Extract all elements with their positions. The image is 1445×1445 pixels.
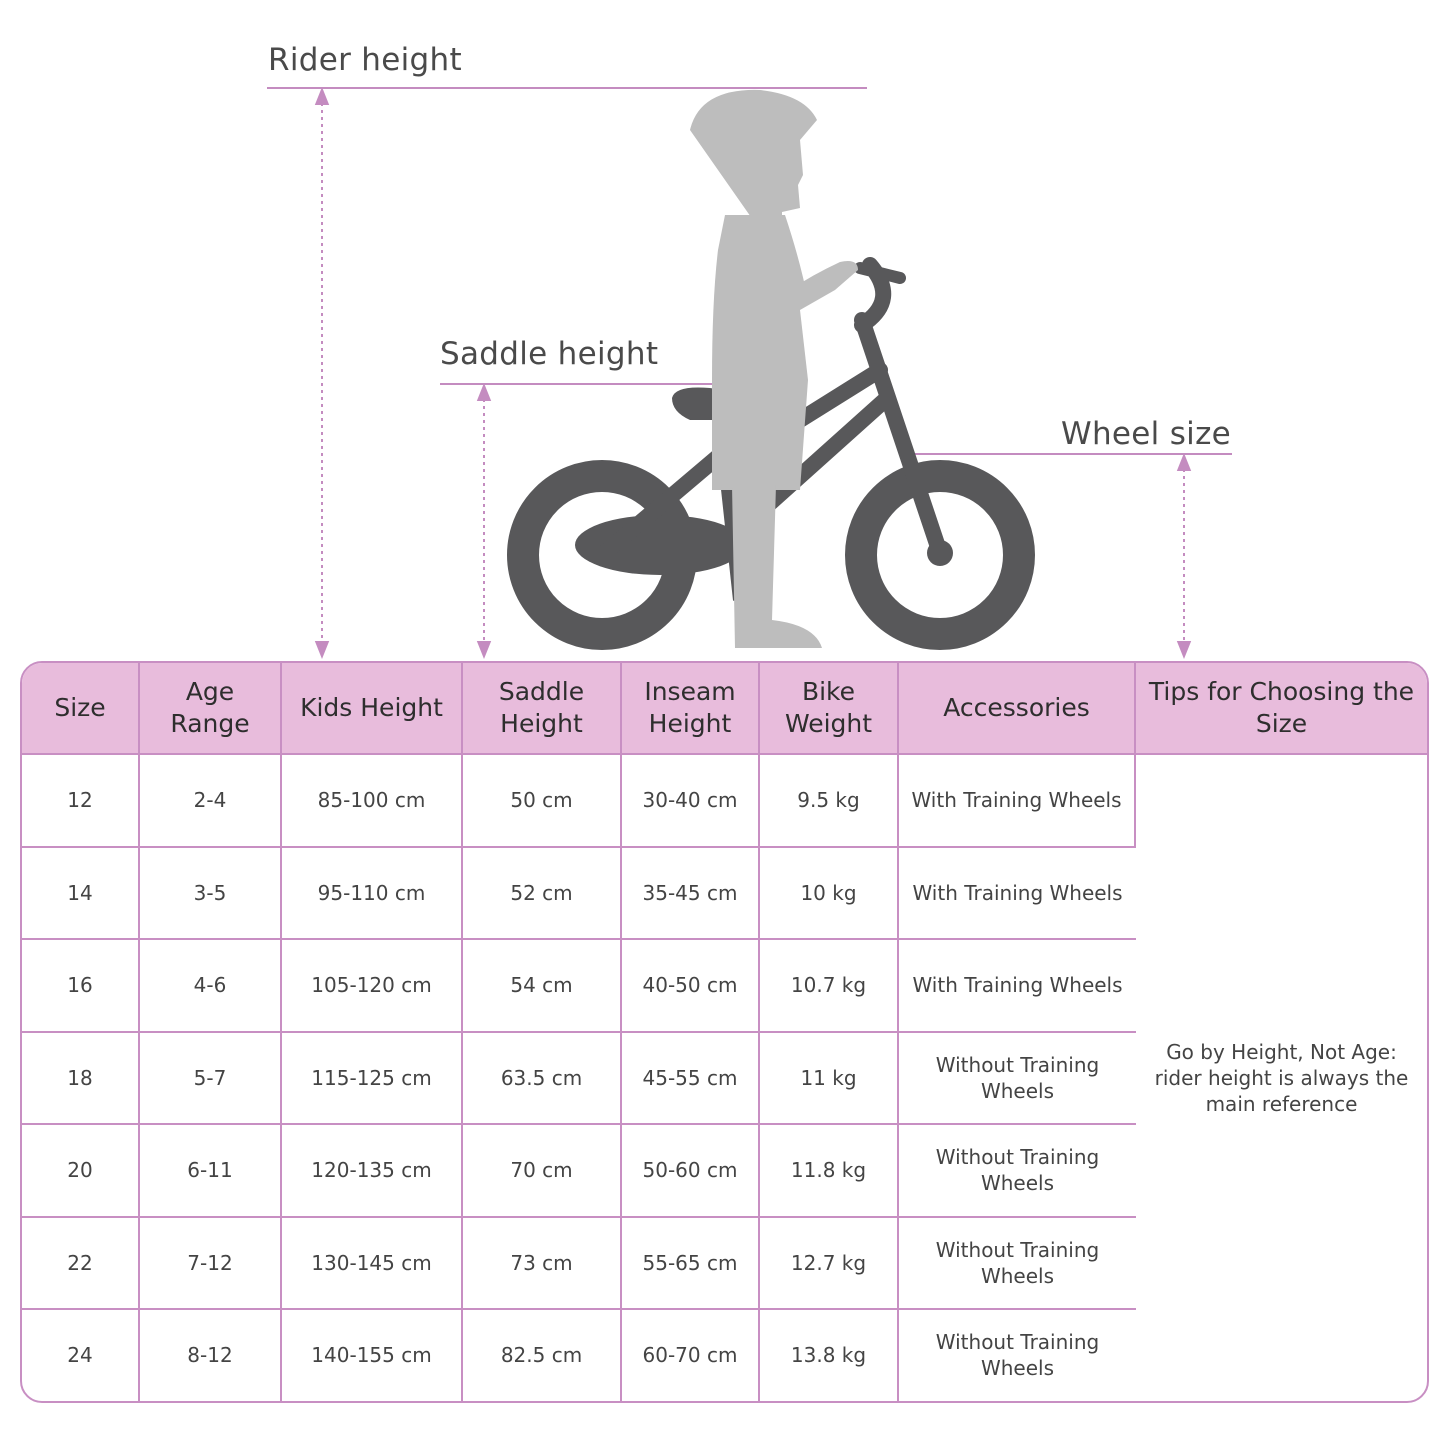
cell-kids-height: 130-145 cm xyxy=(282,1217,463,1310)
cell-size: 16 xyxy=(22,940,140,1033)
table-row: 14 3-5 95-110 cm 52 cm 35-45 cm 10 kg With Tra… xyxy=(22,847,1427,940)
cell-age-range: 5-7 xyxy=(140,1032,282,1125)
cell-bike-weight: 13.8 kg xyxy=(760,1310,899,1401)
cell-age-range: 4-6 xyxy=(140,940,282,1033)
header-kids-height: Kids Height xyxy=(282,663,463,755)
cell-kids-height: 95-110 cm xyxy=(282,847,463,940)
header-saddle-height: Saddle Height xyxy=(463,663,622,755)
cell-bike-weight: 9.5 kg xyxy=(760,755,899,848)
header-tips: Tips for Choosing the Size xyxy=(1136,663,1427,755)
saddle-height-label: Saddle height xyxy=(440,336,659,372)
table-row: 22 7-12 130-145 cm 73 cm 55-65 cm 12.7 kg With… xyxy=(22,1217,1427,1310)
table-row: 18 5-7 115-125 cm 63.5 cm 45-55 cm 11 kg Witho… xyxy=(22,1032,1427,1125)
cell-accessories: Without Training Wheels xyxy=(935,1330,1100,1381)
saddle-height-guide xyxy=(440,383,715,659)
cell-inseam-height: 50-60 cm xyxy=(622,1125,760,1218)
bike-size-illustration xyxy=(267,87,1232,659)
header-age-range: Age Range xyxy=(140,663,282,755)
cell-age-range: 6-11 xyxy=(140,1125,282,1218)
cell-size: 24 xyxy=(22,1310,140,1401)
cell-kids-height: 85-100 cm xyxy=(282,755,463,848)
cell-tips: Go by Height, Not Age: rider height is a… xyxy=(1154,1039,1409,1116)
table-row: 20 6-11 120-135 cm 70 cm 50-60 cm 11.8 kg With… xyxy=(22,1125,1427,1218)
header-inseam-height: Inseam Height xyxy=(622,663,760,755)
table-row: 12 2-4 85-100 cm 50 cm 30-40 cm 9.5 kg With Tr… xyxy=(22,755,1427,1116)
cell-bike-weight: 11.8 kg xyxy=(760,1125,899,1218)
cell-saddle-height: 70 cm xyxy=(463,1125,622,1218)
cell-size: 20 xyxy=(22,1125,140,1218)
cell-bike-weight: 11 kg xyxy=(760,1032,899,1125)
cell-saddle-height: 73 cm xyxy=(463,1217,622,1310)
cell-bike-weight: 12.7 kg xyxy=(760,1217,899,1310)
cell-inseam-height: 55-65 cm xyxy=(622,1217,760,1310)
cell-size: 12 xyxy=(22,755,140,848)
cell-saddle-height: 54 cm xyxy=(463,940,622,1033)
cell-saddle-height: 63.5 cm xyxy=(463,1032,622,1125)
cell-kids-height: 105-120 cm xyxy=(282,940,463,1033)
table-row: 16 4-6 105-120 cm 54 cm 40-50 cm 10.7 kg With … xyxy=(22,940,1427,1033)
cell-kids-height: 115-125 cm xyxy=(282,1032,463,1125)
wheel-size-guide xyxy=(905,453,1232,659)
cell-saddle-height: 50 cm xyxy=(463,755,622,848)
table-header-row: Size Age Range Kids Height Saddle Height… xyxy=(22,663,1427,755)
cell-age-range: 2-4 xyxy=(140,755,282,848)
header-accessories: Accessories xyxy=(899,663,1136,755)
cell-size: 18 xyxy=(22,1032,140,1125)
cell-saddle-height: 52 cm xyxy=(463,847,622,940)
rider-height-label: Rider height xyxy=(268,42,462,78)
cell-inseam-height: 35-45 cm xyxy=(622,847,760,940)
cell-saddle-height: 82.5 cm xyxy=(463,1310,622,1401)
cell-accessories: Without Training Wheels xyxy=(899,1033,1136,1125)
wheel-size-label: Wheel size xyxy=(1061,416,1232,452)
cell-inseam-height: 40-50 cm xyxy=(622,940,760,1033)
cell-inseam-height: 30-40 cm xyxy=(622,755,760,848)
cell-size: 22 xyxy=(22,1217,140,1310)
cell-age-range: 7-12 xyxy=(140,1217,282,1310)
cell-accessories: Without Training Wheels xyxy=(899,1218,1136,1310)
cell-bike-weight: 10 kg xyxy=(760,847,899,940)
cell-inseam-height: 60-70 cm xyxy=(622,1310,760,1401)
cell-accessories: Without Training Wheels xyxy=(899,1125,1136,1218)
cell-age-range: 8-12 xyxy=(140,1310,282,1401)
rider-height-guide xyxy=(267,87,867,659)
cell-bike-weight: 10.7 kg xyxy=(760,940,899,1033)
header-size: Size xyxy=(22,663,140,755)
table-row: 24 8-12 140-155 cm 82.5 cm 60-70 cm 13.8 kg Wi… xyxy=(22,1310,1427,1401)
size-chart-table: Size Age Range Kids Height Saddle Height… xyxy=(20,661,1429,1403)
cell-inseam-height: 45-55 cm xyxy=(622,1032,760,1125)
cell-kids-height: 120-135 cm xyxy=(282,1125,463,1218)
cell-size: 14 xyxy=(22,847,140,940)
cell-accessories: With Training Wheels xyxy=(899,940,1136,1033)
cell-accessories: With Training Wheels xyxy=(899,848,1136,940)
child-silhouette xyxy=(690,89,858,648)
header-bike-weight: Bike Weight xyxy=(760,663,899,755)
cell-kids-height: 140-155 cm xyxy=(282,1310,463,1401)
cell-accessories: With Training Wheels xyxy=(899,755,1136,848)
cell-age-range: 3-5 xyxy=(140,847,282,940)
